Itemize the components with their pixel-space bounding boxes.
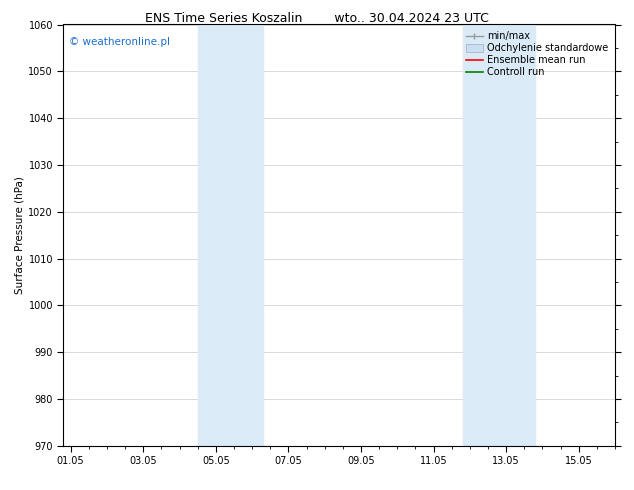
Text: ENS Time Series Koszalin        wto.. 30.04.2024 23 UTC: ENS Time Series Koszalin wto.. 30.04.202…	[145, 12, 489, 25]
Legend: min/max, Odchylenie standardowe, Ensemble mean run, Controll run: min/max, Odchylenie standardowe, Ensembl…	[463, 29, 610, 79]
Text: © weatheronline.pl: © weatheronline.pl	[69, 37, 170, 47]
Bar	[463, 24, 535, 446]
Y-axis label: Surface Pressure (hPa): Surface Pressure (hPa)	[14, 176, 24, 294]
Bar	[198, 24, 263, 446]
